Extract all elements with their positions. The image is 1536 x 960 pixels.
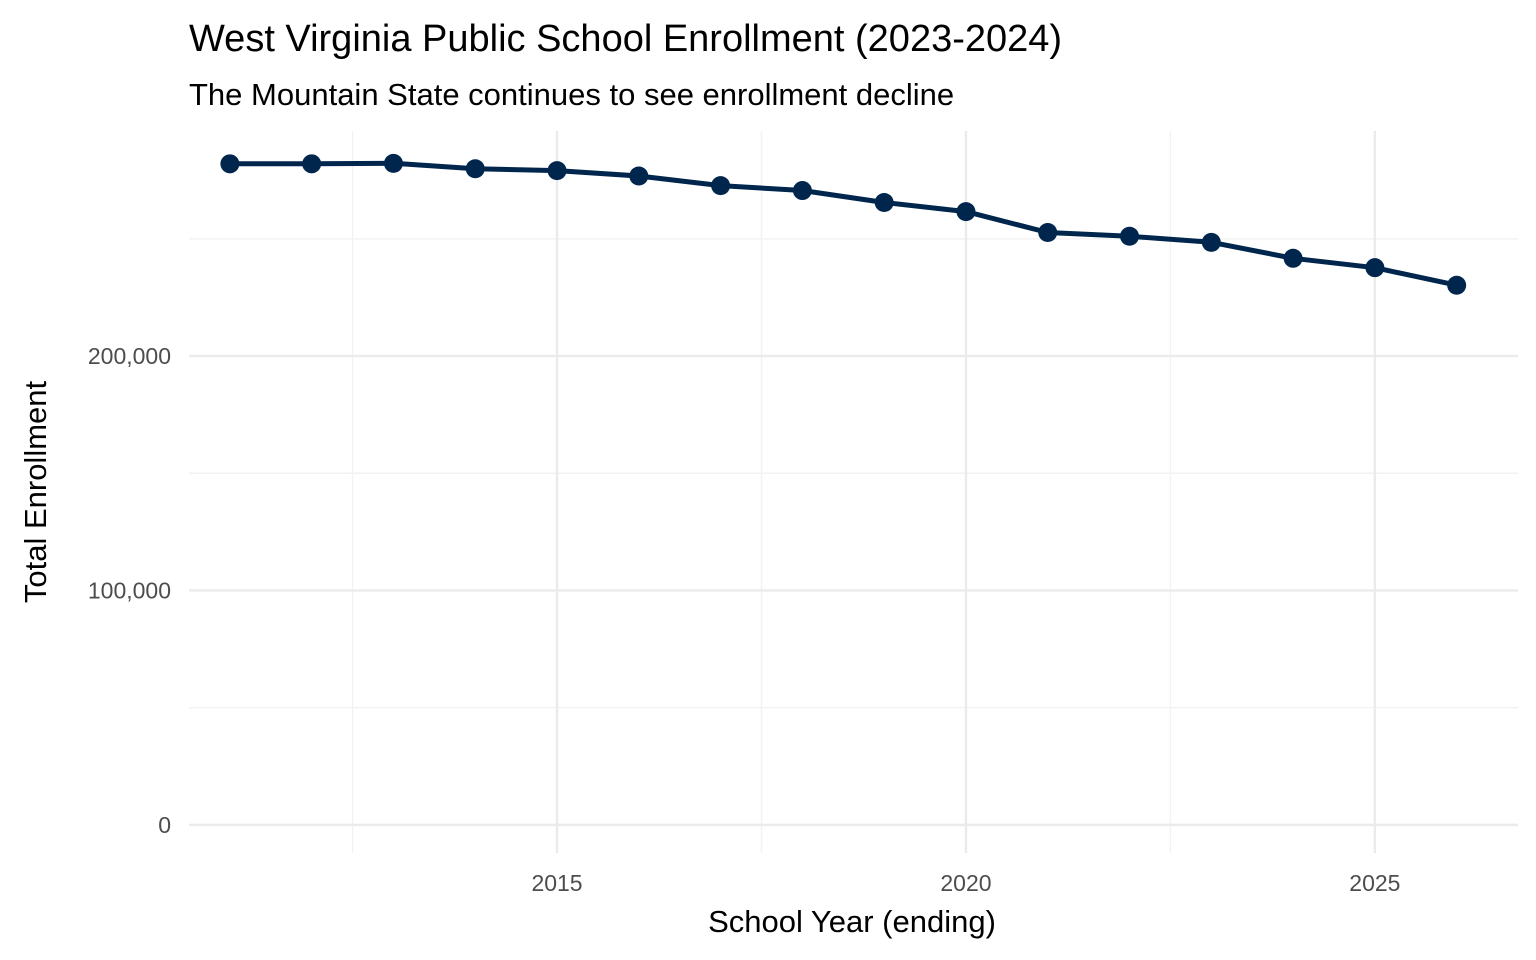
data-point [792, 181, 812, 201]
grid-layer [189, 131, 1518, 853]
data-point [711, 176, 731, 196]
tick-layer: 2015 2020 2025 0 100,000 200,000 [88, 343, 1401, 896]
data-point [383, 153, 403, 173]
data-point [465, 159, 485, 179]
chart-title: West Virginia Public School Enrollment (… [189, 18, 1062, 60]
data-point [1038, 223, 1058, 243]
chart-subtitle: The Mountain State continues to see enro… [189, 77, 954, 112]
data-point [220, 154, 240, 174]
data-point [302, 154, 322, 174]
series-line [227, 160, 1460, 288]
x-tick-label: 2015 [531, 870, 582, 896]
data-point [874, 192, 894, 212]
data-point [547, 161, 567, 181]
x-tick-label: 2020 [940, 870, 991, 896]
data-point [629, 166, 649, 186]
y-tick-label: 0 [158, 812, 171, 838]
x-axis-title: School Year (ending) [708, 904, 996, 939]
data-point [1120, 226, 1140, 246]
series-layer [220, 153, 1467, 295]
data-point [1365, 258, 1385, 278]
data-point [1283, 248, 1303, 268]
y-tick-label: 200,000 [88, 343, 171, 369]
data-point [956, 202, 976, 222]
data-point [1201, 232, 1221, 252]
y-tick-label: 100,000 [88, 577, 171, 603]
data-point [1447, 275, 1467, 295]
x-tick-label: 2025 [1349, 870, 1400, 896]
y-axis-title: Total Enrollment [18, 380, 53, 603]
